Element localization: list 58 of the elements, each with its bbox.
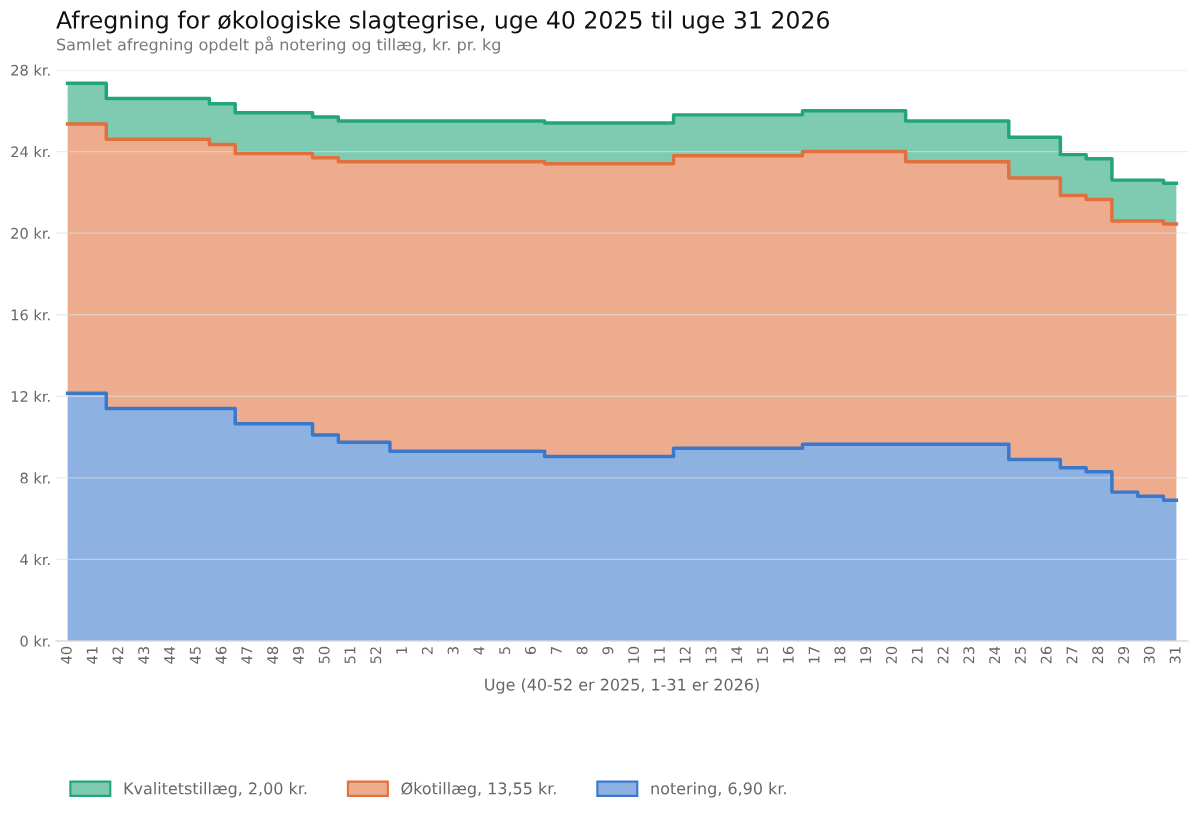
x-tick-label: 4 <box>473 646 485 655</box>
x-tick-label: 8 <box>576 646 588 655</box>
x-tick-label: 10 <box>628 646 640 663</box>
x-tick-label: 6 <box>524 646 536 655</box>
x-tick-label: 45 <box>189 647 201 664</box>
x-tick-label: 20 <box>885 646 897 664</box>
legend-label: Kvalitetstillæg, 2,00 kr. <box>124 782 307 798</box>
x-tick-label: 26 <box>1040 646 1052 664</box>
y-tick-label: 0 kr. <box>20 635 50 647</box>
x-tick-label: 31 <box>1169 647 1181 664</box>
x-tick-label: 42 <box>112 647 124 664</box>
x-tick-label: 18 <box>834 646 846 663</box>
x-tick-label: 46 <box>215 646 227 664</box>
x-tick-label: 52 <box>370 647 382 664</box>
x-tick-label: 27 <box>1066 647 1078 664</box>
x-tick-label: 51 <box>344 647 356 664</box>
x-tick-label: 48 <box>267 646 279 664</box>
x-tick-label: 9 <box>602 646 614 655</box>
x-tick-label: 5 <box>499 647 511 655</box>
x-tick-label: 25 <box>1014 647 1026 664</box>
x-tick-label: 2 <box>421 647 433 655</box>
x-tick-label: 23 <box>963 647 975 664</box>
x-tick-label: 50 <box>318 646 330 664</box>
x-tick-label: 30 <box>1143 646 1155 664</box>
x-tick-label: 19 <box>860 646 872 663</box>
x-tick-label: 21 <box>911 647 923 664</box>
chart-title: Afregning for økologiske slagtegrise, uge 40 2025 til uge 31 2026 <box>56 10 829 34</box>
legend-label: notering, 6,90 kr. <box>651 782 786 798</box>
chart-subtitle: Samlet afregning opdelt på notering og tillæg, kr. pr. kg <box>57 36 500 54</box>
x-tick-label: 12 <box>679 647 691 663</box>
x-tick-label: 28 <box>1092 646 1104 664</box>
x-tick-label: 22 <box>937 647 949 664</box>
y-tick-label: 20 kr. <box>11 227 50 239</box>
x-tick-label: 1 <box>396 647 407 654</box>
x-tick-label: 44 <box>164 646 175 664</box>
x-tick-label: 16 <box>782 646 794 663</box>
y-tick-label: 8 kr. <box>20 472 50 484</box>
x-axis-title: Uge (40-52 er 2025, 1-31 er 2026) <box>485 678 759 694</box>
x-tick-label: 14 <box>731 646 743 663</box>
x-tick-label: 15 <box>757 647 769 663</box>
y-tick-label: 4 kr. <box>20 553 50 565</box>
x-tick-label: 40 <box>60 646 72 664</box>
legend-label: Økotillæg, 13,55 kr. <box>401 782 556 798</box>
x-tick-label: 41 <box>86 647 98 664</box>
x-tick-label: 43 <box>138 647 150 664</box>
x-tick-label: 13 <box>705 647 717 663</box>
x-tick-label: 11 <box>654 647 665 663</box>
x-tick-label: 7 <box>550 647 562 654</box>
x-tick-label: 29 <box>1118 646 1130 664</box>
x-tick-label: 24 <box>989 646 1000 664</box>
x-tick-label: 47 <box>241 647 253 664</box>
y-tick-label: 12 kr. <box>11 390 50 402</box>
x-tick-label: 3 <box>447 647 459 655</box>
y-tick-label: 24 kr. <box>11 146 50 158</box>
y-tick-label: 16 kr. <box>11 309 50 321</box>
y-tick-label: 28 kr. <box>11 64 50 76</box>
x-tick-label: 17 <box>808 647 820 663</box>
x-tick-label: 49 <box>292 646 304 664</box>
